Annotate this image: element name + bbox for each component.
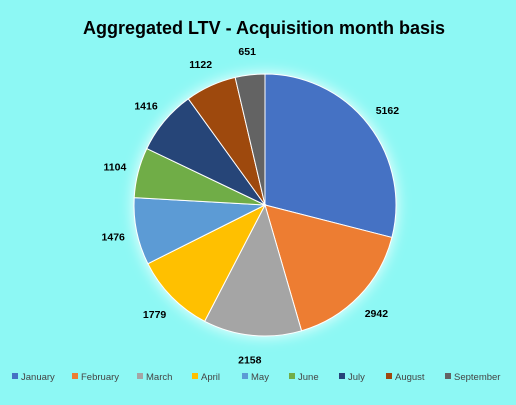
- legend-item-february: February: [72, 372, 119, 383]
- chart-title: Aggregated LTV - Acquisition month basis: [83, 18, 445, 38]
- legend-swatch-may: [242, 373, 248, 379]
- legend-swatch-september: [445, 373, 451, 379]
- pie-slice-april: [147, 203, 267, 322]
- data-label-august: 1122: [189, 59, 212, 71]
- data-label-april: 1779: [143, 309, 167, 321]
- legend-item-january: January: [12, 372, 55, 383]
- legend-swatch-july: [339, 373, 345, 379]
- legend-label-july: July: [348, 372, 365, 383]
- legend-item-april: April: [192, 372, 220, 383]
- legend-swatch-february: [72, 373, 78, 379]
- legend-label-february: February: [81, 372, 119, 383]
- pie-slice-january: [264, 73, 397, 239]
- legend-swatch-june: [289, 373, 295, 379]
- data-label-march: 2158: [238, 354, 262, 366]
- legend-label-may: May: [251, 372, 269, 383]
- legend-swatch-march: [137, 373, 143, 379]
- legend-item-may: May: [242, 372, 269, 383]
- data-labels: 5162 2942 2158 1779 1476 1104 1416 1122 651: [102, 46, 400, 366]
- legend: January February March April May June July Augu…: [12, 372, 500, 383]
- legend-label-june: June: [298, 372, 319, 383]
- pie-slice-march: [203, 203, 303, 337]
- legend-item-september: September: [445, 372, 500, 383]
- legend-item-june: June: [289, 372, 319, 383]
- legend-swatch-april: [192, 373, 198, 379]
- legend-label-january: January: [21, 372, 55, 383]
- legend-label-august: August: [395, 372, 425, 383]
- data-label-january: 5162: [376, 105, 400, 117]
- pie-slice-february: [264, 204, 393, 332]
- data-label-september: 651: [238, 46, 256, 58]
- legend-swatch-august: [386, 373, 392, 379]
- legend-item-august: August: [386, 372, 425, 383]
- data-label-july: 1416: [134, 101, 158, 113]
- legend-item-march: March: [137, 372, 172, 383]
- data-label-may: 1476: [102, 231, 126, 243]
- legend-label-september: September: [454, 372, 500, 383]
- legend-label-march: March: [146, 372, 172, 383]
- legend-item-july: July: [339, 372, 365, 383]
- pie-slice-september: [234, 73, 266, 206]
- legend-swatch-january: [12, 373, 18, 379]
- legend-label-april: April: [201, 372, 220, 383]
- data-label-june: 1104: [104, 162, 127, 174]
- pie-slices: [133, 73, 397, 337]
- data-label-february: 2942: [365, 308, 389, 320]
